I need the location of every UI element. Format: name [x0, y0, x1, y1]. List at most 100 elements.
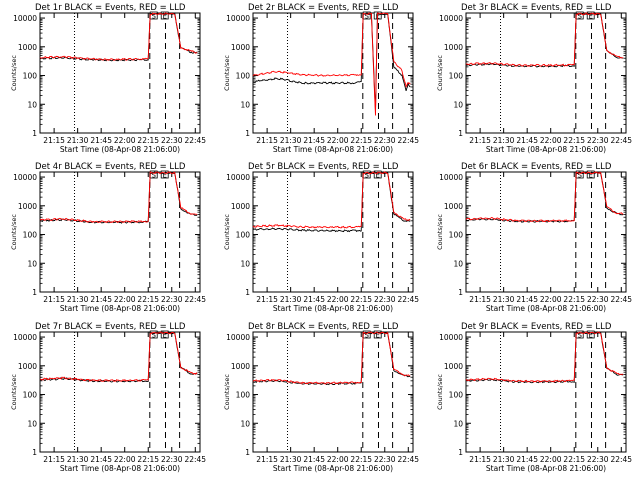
- x-tick-label: 22:15: [563, 136, 585, 145]
- events-series-line: [465, 12, 624, 68]
- y-tick-label: 100: [449, 72, 464, 81]
- x-tick-label: 22:15: [137, 295, 159, 304]
- x-tick-label: 21:45: [90, 295, 112, 304]
- x-tick-label: 22:45: [184, 455, 206, 464]
- x-tick-label: 21:45: [90, 455, 112, 464]
- x-tick-label: 22:15: [350, 455, 372, 464]
- marker-label: S: [577, 13, 582, 21]
- marker-label: S: [151, 332, 156, 340]
- x-tick-label: 22:30: [161, 136, 183, 145]
- lld-series-line: [252, 12, 411, 116]
- chart-title: Det 2r BLACK = Events, RED = LLD: [248, 3, 399, 13]
- y-tick-label: 1: [458, 448, 463, 457]
- x-axis-label: Start Time (08-Apr-08 21:06:00): [486, 304, 606, 313]
- x-tick-label: 22:30: [374, 136, 396, 145]
- x-tick-label: 22:45: [397, 455, 419, 464]
- y-tick-label: 1000: [231, 43, 250, 52]
- x-tick-label: 21:15: [469, 455, 491, 464]
- marker-label: S: [577, 332, 582, 340]
- marker-box: [586, 330, 595, 339]
- y-tick-label: 10000: [439, 14, 463, 23]
- x-tick-label: 22:45: [397, 136, 419, 145]
- x-tick-label: 21:30: [493, 136, 515, 145]
- x-tick-label: 22:30: [374, 455, 396, 464]
- plot-frame: [252, 12, 414, 134]
- y-tick-label: 10: [240, 419, 250, 428]
- marker-box: [160, 330, 169, 339]
- marker-label: S: [577, 172, 582, 180]
- marker-box: [586, 170, 595, 179]
- marker-label: E: [162, 13, 166, 21]
- x-tick-label: 22:30: [587, 136, 609, 145]
- y-tick-label: 1000: [231, 202, 250, 211]
- y-tick-label: 100: [236, 72, 251, 81]
- x-tick-label: 22:00: [540, 136, 562, 145]
- detector-panel-8: Det 8r BLACK = Events, RED = LLD 1 10 100 10…: [223, 322, 419, 473]
- x-tick-label: 21:15: [469, 295, 491, 304]
- plot-frame: [465, 331, 627, 453]
- marker-box: [586, 11, 595, 20]
- y-tick-label: 10: [240, 259, 250, 268]
- x-tick-label: 21:30: [280, 455, 302, 464]
- y-axis-label: Counts/sec: [223, 55, 231, 91]
- y-tick-label: 10: [453, 419, 463, 428]
- y-tick-label: 10000: [226, 14, 250, 23]
- y-tick-label: 10000: [226, 333, 250, 342]
- x-tick-label: 21:15: [256, 455, 278, 464]
- plot-frame: [252, 331, 414, 453]
- x-tick-label: 22:00: [540, 455, 562, 464]
- x-tick-label: 21:15: [43, 455, 65, 464]
- y-axis-label: Counts/sec: [436, 374, 444, 410]
- x-axis-label: Start Time (08-Apr-08 21:06:00): [60, 145, 180, 154]
- chart-title: Det 8r BLACK = Events, RED = LLD: [248, 322, 399, 332]
- y-tick-label: 100: [23, 72, 38, 81]
- lld-series-line: [252, 331, 411, 385]
- y-axis-label: Counts/sec: [223, 374, 231, 410]
- y-tick-label: 1000: [18, 362, 37, 371]
- lld-series-line: [39, 171, 198, 224]
- detector-panel-3: Det 3r BLACK = Events, RED = LLD 1 10 100 10…: [436, 3, 632, 154]
- x-tick-label: 22:45: [184, 136, 206, 145]
- lld-series-line: [39, 12, 198, 61]
- marker-box: [373, 330, 382, 339]
- chart-title: Det 3r BLACK = Events, RED = LLD: [461, 3, 612, 13]
- y-tick-label: 100: [449, 231, 464, 240]
- x-tick-label: 21:45: [516, 136, 538, 145]
- y-tick-label: 1: [32, 288, 37, 297]
- marker-label: E: [588, 172, 592, 180]
- x-tick-label: 22:30: [374, 295, 396, 304]
- x-tick-label: 21:30: [67, 295, 89, 304]
- chart-title: Det 1r BLACK = Events, RED = LLD: [35, 3, 186, 13]
- x-tick-label: 21:30: [493, 455, 515, 464]
- detector-panel-2: Det 2r BLACK = Events, RED = LLD 1 10 100 10…: [223, 3, 419, 154]
- chart-title: Det 7r BLACK = Events, RED = LLD: [35, 322, 186, 332]
- x-tick-label: 21:45: [303, 295, 325, 304]
- x-tick-label: 22:30: [587, 455, 609, 464]
- y-tick-label: 1000: [444, 43, 463, 52]
- chart-title: Det 4r BLACK = Events, RED = LLD: [35, 162, 186, 172]
- y-tick-label: 10: [453, 259, 463, 268]
- events-series-line: [39, 171, 198, 224]
- x-axis-label: Start Time (08-Apr-08 21:06:00): [60, 464, 180, 473]
- x-tick-label: 22:45: [184, 295, 206, 304]
- events-series-line: [40, 12, 198, 62]
- detector-panel-9: Det 9r BLACK = Events, RED = LLD 1 10 100 10…: [436, 322, 632, 473]
- x-tick-label: 21:45: [303, 136, 325, 145]
- x-tick-label: 22:15: [563, 295, 585, 304]
- y-tick-label: 10000: [226, 173, 250, 182]
- y-tick-label: 1000: [18, 202, 37, 211]
- x-tick-label: 22:30: [161, 295, 183, 304]
- marker-label: S: [151, 172, 156, 180]
- y-tick-label: 1: [32, 129, 37, 138]
- x-tick-label: 22:00: [327, 136, 349, 145]
- y-tick-label: 10: [27, 259, 37, 268]
- marker-box: [160, 11, 169, 20]
- plot-frame: [465, 171, 627, 293]
- x-tick-label: 22:00: [114, 136, 136, 145]
- x-axis-label: Start Time (08-Apr-08 21:06:00): [273, 304, 393, 313]
- detector-panel-7: Det 7r BLACK = Events, RED = LLD 1 10 100 10…: [10, 322, 206, 473]
- x-tick-label: 21:30: [67, 136, 89, 145]
- marker-label: E: [162, 332, 166, 340]
- marker-label: S: [364, 172, 369, 180]
- x-tick-label: 21:45: [303, 455, 325, 464]
